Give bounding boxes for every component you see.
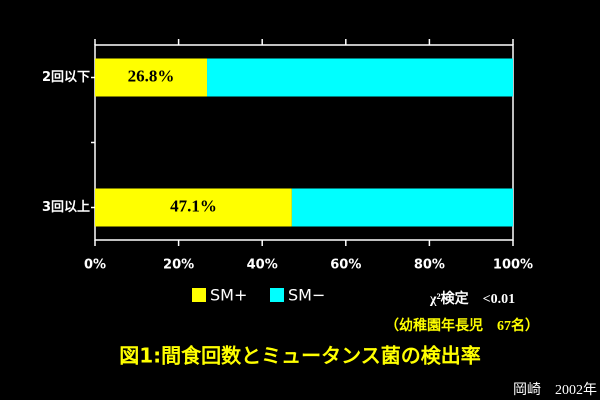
- chart-title: 図1:間食回数とミュータンス菌の検出率: [119, 344, 481, 368]
- y-tick-label: 3回以上: [42, 200, 90, 215]
- annotation: （幼稚園年長児 67名）: [385, 317, 539, 334]
- bar-segment: [95, 58, 208, 97]
- bar-segment: [95, 188, 292, 227]
- legend-label: SM+: [210, 286, 247, 305]
- x-tick-label: 60%: [330, 258, 361, 273]
- credit: 岡崎 2002年: [513, 382, 597, 398]
- x-tick-label: 80%: [414, 258, 445, 273]
- data-label: 47.1%: [170, 196, 217, 215]
- bar-segment: [291, 188, 513, 227]
- legend-label: SM−: [288, 286, 325, 305]
- bar-segment: [207, 58, 514, 97]
- x-tick-label: 20%: [163, 258, 194, 273]
- y-tick-label: 2回以下: [42, 70, 90, 85]
- data-label: 26.8%: [128, 66, 175, 85]
- annotation: χ²検定 <0.01: [429, 290, 515, 307]
- x-tick-label: 100%: [493, 258, 533, 273]
- x-tick-label: 0%: [84, 258, 106, 273]
- legend-swatch: [192, 288, 206, 302]
- legend-swatch: [270, 288, 284, 302]
- x-tick-label: 40%: [247, 258, 278, 273]
